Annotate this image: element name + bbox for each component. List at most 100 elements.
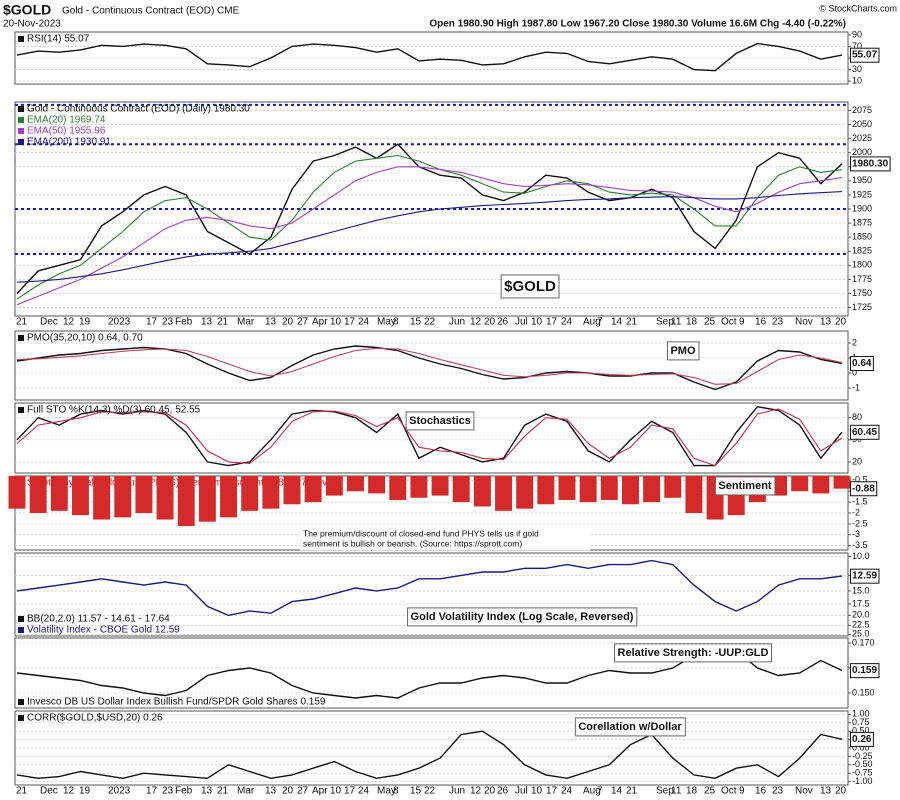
label-box (714, 476, 776, 496)
x-tick-label: 17 (146, 786, 158, 797)
x-tick-label: 24 (358, 317, 370, 328)
y-tick-label: 2050 (852, 119, 872, 129)
label-box (850, 356, 874, 372)
bar (241, 476, 259, 511)
bar (347, 476, 364, 492)
y-tick-label: 1775 (852, 274, 872, 284)
x-tick-label: 17 (344, 317, 356, 328)
x-tick-label: 21 (626, 317, 638, 328)
x-tick-label: Sep (656, 786, 674, 797)
x-tick-label: Mar (237, 317, 255, 328)
panel-frame (14, 330, 849, 401)
credit: © StockCharts.com (819, 3, 897, 13)
bar (114, 476, 132, 518)
bar (537, 476, 555, 505)
last-value-badge: 1980.30 (852, 158, 889, 169)
x-tick-label: Jul (515, 317, 528, 328)
y-tick-label: 1725 (852, 302, 872, 312)
y-tick-label: 2 (852, 337, 857, 347)
bar (812, 476, 830, 494)
legend-entry: EMA(50) 1955.96 (27, 126, 106, 137)
x-tick-label: Apr (312, 317, 328, 328)
x-tick-label: 13 (201, 786, 213, 797)
legend-entry: EMA(200) 1930.91 (27, 137, 111, 148)
y-tick-label: 0 (852, 367, 857, 377)
x-tick-label: Aug (583, 317, 601, 328)
note-box (300, 526, 590, 551)
last-value-badge: 60.45 (852, 427, 877, 438)
x-tick-label: 12 (63, 786, 75, 797)
x-tick-label: 24 (561, 786, 573, 797)
x-tick-label: 13 (201, 317, 213, 328)
note: The premium/discount of closed-end fund … (303, 528, 539, 538)
x-tick-label: 21 (16, 317, 28, 328)
y-tick-label: 1.00 (852, 709, 870, 719)
label-box (850, 731, 874, 747)
x-tick-label: 23 (772, 786, 784, 797)
label-box (850, 156, 891, 172)
x-tick-label: 7 (597, 317, 603, 328)
x-tick-label: 17 (546, 317, 558, 328)
label-box (405, 411, 475, 431)
y-tick-label: 1900 (852, 203, 872, 213)
x-tick-label: 16 (755, 786, 767, 797)
y-tick-label: 2025 (852, 133, 872, 143)
x-tick-label: 13 (820, 317, 832, 328)
x-tick-label: 19 (79, 317, 91, 328)
legend-entry: Gold - Continuous Contract (EOD) (Daily)… (27, 104, 250, 115)
x-tick-label: 20 (282, 786, 294, 797)
x-tick-label: 8 (393, 317, 399, 328)
y-tick-label: -0.25 (852, 751, 873, 761)
annotation: Sentiment (718, 480, 772, 492)
bar (156, 476, 174, 520)
annotation: PMO (670, 345, 696, 357)
x-tick-label: Nov (795, 786, 813, 797)
x-tick-label: 9 (739, 786, 745, 797)
x-tick-label: Jun (449, 317, 465, 328)
bar (177, 476, 195, 527)
x-tick-label: 23 (772, 317, 784, 328)
y-tick-label: 2000 (852, 147, 872, 157)
x-tick-label: 23 (162, 786, 174, 797)
legend-swatch (18, 117, 24, 123)
y-tick-label: 1850 (852, 232, 872, 242)
y-tick-label: 10 (852, 75, 862, 85)
bar (389, 476, 407, 500)
bar (643, 476, 661, 503)
last-value-badge: 55.07 (852, 50, 877, 61)
y-tick-label: -1.5 (852, 496, 868, 506)
y-tick-label: 0.75 (852, 717, 870, 727)
legend-entry: CORR($GOLD,$USD,20) 0.26 (27, 713, 163, 724)
series-line (16, 143, 843, 294)
bar (579, 476, 597, 503)
x-tick-label: Jul (515, 786, 528, 797)
y-tick-label: -1 (852, 382, 860, 392)
bar (791, 476, 809, 492)
y-tick-label: 0.50 (852, 726, 870, 736)
x-tick-label: 21 (16, 786, 28, 797)
x-tick-label: 20 (282, 317, 294, 328)
legend-swatch (18, 106, 24, 112)
x-tick-label: 17 (546, 786, 558, 797)
y-tick-label: -3 (852, 529, 860, 539)
bar (283, 476, 301, 505)
legend-swatch (18, 699, 24, 705)
y-tick-label: 15.0 (852, 585, 870, 595)
y-tick-label: -2 (852, 507, 860, 517)
y-tick-label: 20.0 (852, 610, 870, 620)
legend-swatch (18, 616, 24, 622)
y-tick-label: 1875 (852, 217, 872, 227)
legend-entry: Full STO %K(14,3) %D(3) 60.45, 52.55 (27, 405, 201, 416)
legend-swatch (18, 335, 24, 341)
x-tick-label: 14 (611, 786, 623, 797)
x-tick-label: 22 (424, 317, 436, 328)
x-tick-label: 10 (531, 786, 543, 797)
instrument-name: Gold - Continuous Contract (EOD) CME (62, 6, 240, 17)
y-tick-label: 1950 (852, 175, 872, 185)
legend-entry: Invesco DB US Dollar Index Bullish Fund/… (27, 697, 326, 708)
series-line (16, 191, 843, 283)
y-tick-label: -0.75 (852, 768, 873, 778)
x-tick-label: Oct (721, 317, 737, 328)
x-tick-label: 14 (611, 317, 623, 328)
y-tick-label: 20 (852, 456, 862, 466)
